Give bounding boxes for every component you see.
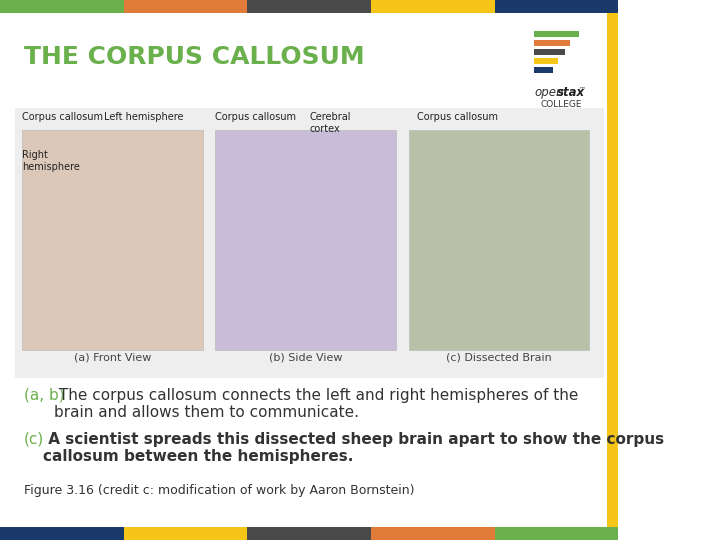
Bar [247, 527, 371, 540]
Text: Corpus callosum: Corpus callosum [417, 112, 498, 122]
Text: (a, b): (a, b) [24, 388, 65, 403]
Bar [124, 0, 247, 13]
Bar [124, 527, 247, 540]
Text: Corpus callosum: Corpus callosum [22, 112, 104, 122]
Bar [607, 13, 618, 527]
Bar [534, 67, 553, 73]
Text: Figure 3.16 (credit c: modification of work by Aaron Bornstein): Figure 3.16 (credit c: modification of w… [24, 484, 415, 497]
Text: Right
hemisphere: Right hemisphere [22, 150, 80, 172]
Text: (c): (c) [24, 432, 45, 447]
Text: Cerebral
cortex: Cerebral cortex [310, 112, 351, 133]
Bar [495, 0, 618, 13]
Bar [409, 130, 589, 350]
Text: The corpus callosum connects the left and right hemispheres of the
brain and all: The corpus callosum connects the left an… [54, 388, 578, 421]
Text: A scientist spreads this dissected sheep brain apart to show the corpus
callosum: A scientist spreads this dissected sheep… [43, 432, 664, 464]
Bar [495, 527, 618, 540]
Text: (a) Front View: (a) Front View [73, 352, 151, 362]
Text: (c) Dissected Brain: (c) Dissected Brain [446, 352, 552, 362]
Text: (b) Side View: (b) Side View [269, 352, 343, 362]
Bar [371, 0, 495, 13]
Text: Left hemisphere: Left hemisphere [104, 112, 184, 122]
Bar [15, 108, 603, 378]
Bar [534, 40, 570, 46]
Bar [0, 527, 124, 540]
Bar [371, 527, 495, 540]
Bar [22, 130, 202, 350]
Text: Corpus callosum: Corpus callosum [215, 112, 297, 122]
Bar [534, 31, 579, 37]
Bar [215, 130, 396, 350]
Bar [534, 49, 565, 55]
Text: THE CORPUS CALLOSUM: THE CORPUS CALLOSUM [24, 45, 364, 69]
Bar [534, 58, 558, 64]
Bar [247, 0, 371, 13]
Text: open: open [534, 86, 564, 99]
Bar [0, 0, 124, 13]
Text: COLLEGE: COLLEGE [541, 100, 582, 109]
Text: ™: ™ [579, 86, 585, 92]
Text: stax: stax [557, 86, 585, 99]
